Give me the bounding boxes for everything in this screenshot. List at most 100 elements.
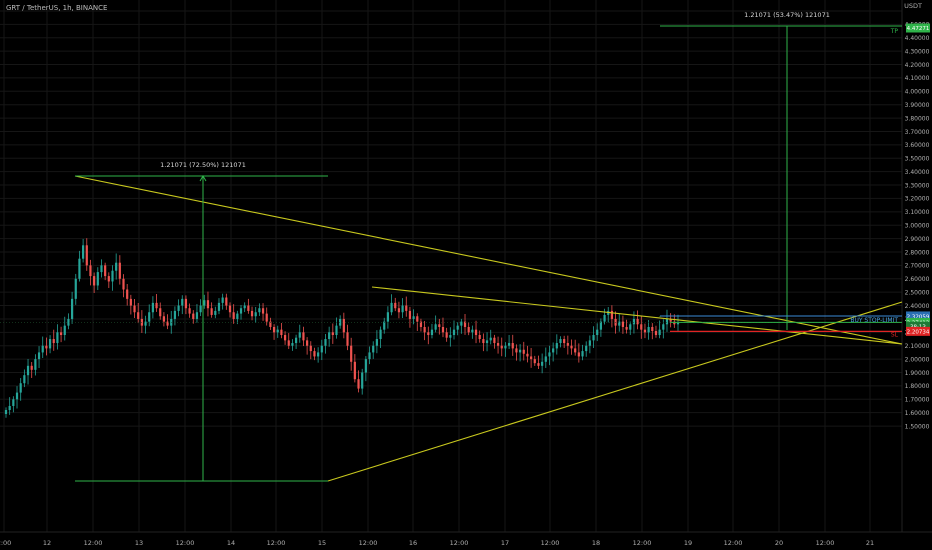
candle-body xyxy=(353,361,356,380)
y-tick-label: 3.70000 xyxy=(905,129,930,136)
y-tick-label: 3.50000 xyxy=(905,156,930,163)
price-tag-box xyxy=(906,23,930,33)
candle-body xyxy=(570,345,573,349)
candle-body xyxy=(306,340,309,346)
candle-body xyxy=(581,351,584,357)
candle-body xyxy=(474,329,478,336)
price-tag-box xyxy=(906,321,930,331)
candle-body xyxy=(70,298,74,319)
candle-body xyxy=(243,305,246,309)
y-tick-label: 1.50000 xyxy=(905,423,930,430)
x-tick-label: 12:00 xyxy=(724,539,743,547)
x-tick-label: 12:00 xyxy=(633,539,652,547)
y-tick-label: 2.90000 xyxy=(905,236,930,243)
candle-body xyxy=(324,339,327,346)
candle-body xyxy=(618,321,621,326)
candle-body xyxy=(383,321,386,330)
tp-label: TP xyxy=(890,28,899,35)
candle-body xyxy=(173,310,177,319)
y-tick-label: 2.70000 xyxy=(905,263,930,270)
candle-body xyxy=(357,379,360,389)
candle-body xyxy=(647,326,650,333)
y-tick-label: 3.30000 xyxy=(905,182,930,189)
candle-body xyxy=(317,352,320,357)
x-tick-label: 12 xyxy=(43,539,51,547)
y-tick-label: 2.10000 xyxy=(905,343,930,350)
candle-body xyxy=(96,272,99,286)
candle-body xyxy=(214,310,217,315)
candle-body xyxy=(375,339,378,346)
candle-body xyxy=(59,332,63,336)
candle-body xyxy=(210,308,213,315)
candle-body xyxy=(320,345,323,353)
candle-body xyxy=(625,326,628,330)
y-tick-label: 2.40000 xyxy=(905,303,930,310)
candle-body xyxy=(430,329,434,336)
candle-body xyxy=(15,392,19,400)
candle-body xyxy=(93,276,96,286)
candle-body xyxy=(537,363,540,366)
candle-body xyxy=(485,340,489,344)
candle-body xyxy=(416,316,419,322)
candle-body xyxy=(247,305,250,311)
price-tag-label: 4.47271 xyxy=(907,26,930,32)
x-tick-label: 12:00 xyxy=(267,539,286,547)
candle-body xyxy=(195,312,199,319)
candle-body xyxy=(287,340,290,346)
candle-body xyxy=(283,335,287,341)
candle-body xyxy=(610,310,614,319)
y-tick-label: 4.00000 xyxy=(905,89,930,96)
candle-body xyxy=(199,305,202,313)
y-tick-label: 2.50000 xyxy=(905,289,930,296)
candle-body xyxy=(104,265,107,277)
candle-body xyxy=(298,332,301,338)
candle-body xyxy=(673,321,676,325)
x-tick-label: 13 xyxy=(135,539,143,547)
price-tag-label: 2.32059 xyxy=(907,314,930,320)
candle-body xyxy=(129,298,132,306)
candle-body xyxy=(533,359,536,364)
candle-body xyxy=(151,302,154,313)
candle-body xyxy=(643,329,647,333)
candle-body xyxy=(100,265,103,273)
candle-body xyxy=(74,278,77,299)
candle-body xyxy=(239,308,243,314)
candle-body xyxy=(596,329,599,336)
candle-body xyxy=(361,372,364,389)
candle-body xyxy=(115,262,118,271)
x-tick-label: 12:00 xyxy=(450,539,469,547)
candle-body xyxy=(507,343,511,346)
y-tick-label: 2.00000 xyxy=(905,356,930,363)
candle-body xyxy=(111,270,114,282)
candle-body xyxy=(269,321,272,327)
candle-body xyxy=(463,321,467,327)
candle-body xyxy=(8,405,11,411)
candle-body xyxy=(258,308,261,313)
candle-body xyxy=(427,332,430,336)
y-tick-label: 2.60000 xyxy=(905,276,930,283)
measure-arrow xyxy=(199,175,207,182)
y-tick-label: 3.20000 xyxy=(905,196,930,203)
candle-body xyxy=(563,339,566,344)
candle-body xyxy=(162,316,166,322)
candle-body xyxy=(272,326,276,333)
candle-body xyxy=(192,313,195,319)
candle-body xyxy=(669,318,672,322)
candle-body xyxy=(133,305,136,313)
candle-body xyxy=(261,308,265,314)
measure-1-label: 1.21071 (72.50%) 121071 xyxy=(160,161,246,169)
candle-body xyxy=(471,329,474,333)
candle-body xyxy=(188,308,191,314)
candle-body xyxy=(397,308,401,313)
price-tag-box xyxy=(906,326,930,336)
candle-body xyxy=(107,276,110,282)
candle-body xyxy=(368,352,371,360)
x-tick-label: 16 xyxy=(409,539,417,547)
candle-body xyxy=(559,339,562,344)
candle-body xyxy=(665,318,669,325)
x-tick-label: 12:00 xyxy=(84,539,103,547)
candle-body xyxy=(676,322,680,325)
candle-body xyxy=(23,375,26,384)
candle-body xyxy=(30,365,33,370)
